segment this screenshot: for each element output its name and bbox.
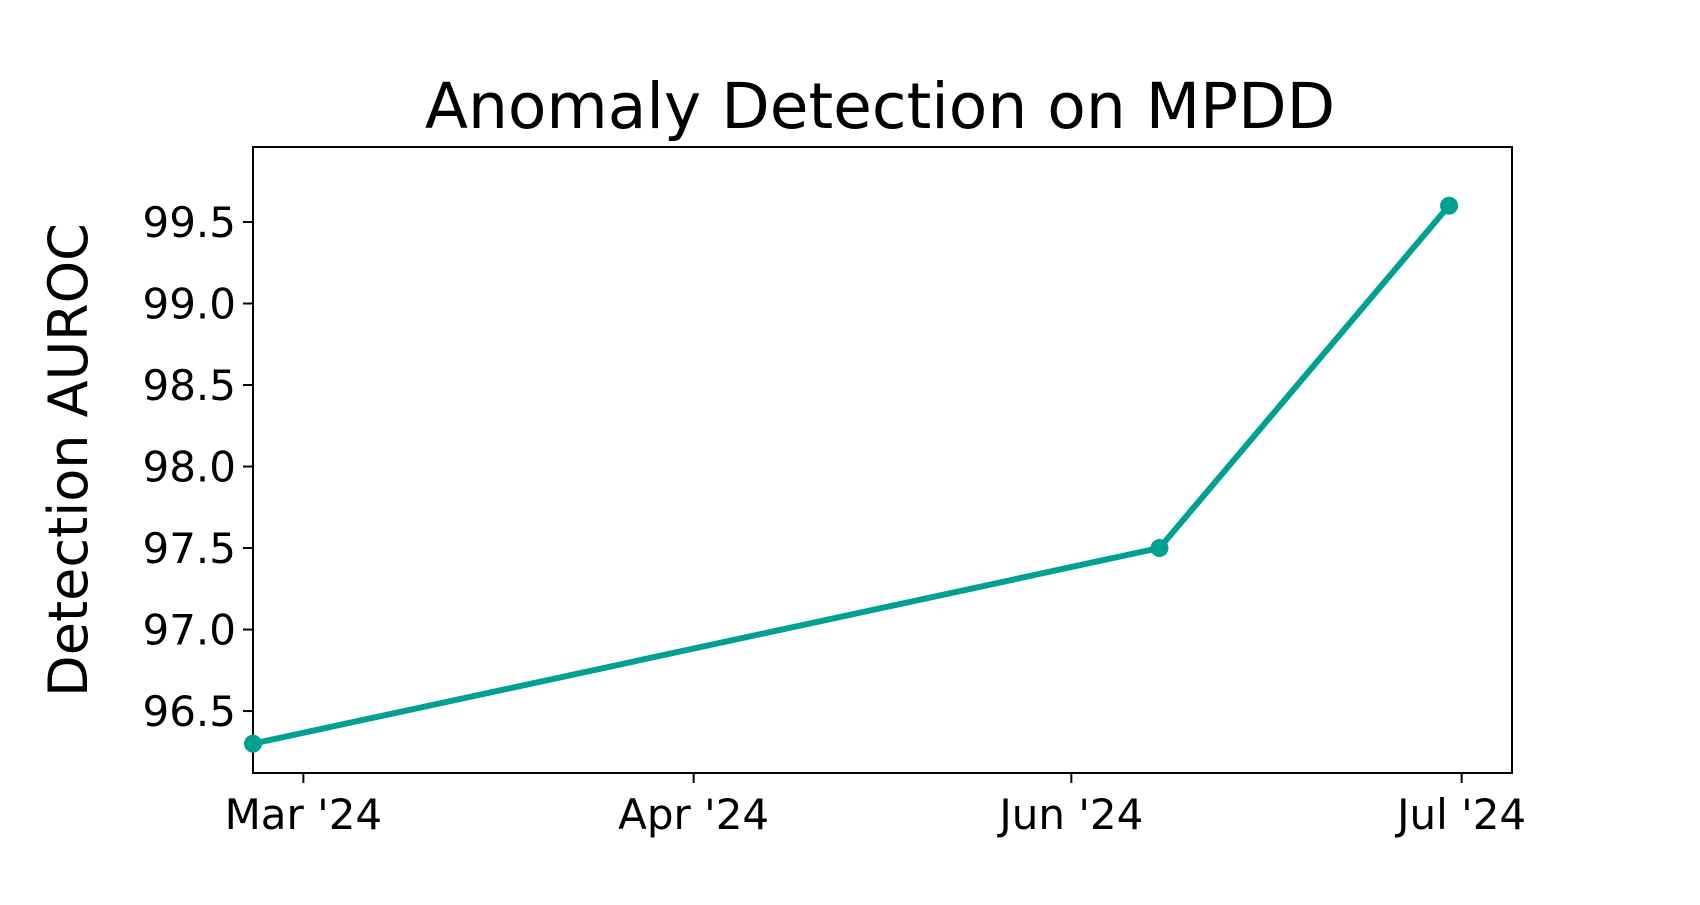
data-point bbox=[1440, 196, 1459, 215]
y-tick-label: 97.5 bbox=[142, 524, 236, 573]
data-point bbox=[244, 734, 262, 753]
y-tick-label: 98.5 bbox=[142, 361, 236, 410]
chart-title: Anomaly Detection on MPDD bbox=[425, 70, 1335, 143]
y-tick-label: 99.5 bbox=[142, 198, 236, 247]
x-tick-label: Apr '24 bbox=[618, 790, 769, 839]
y-axis: 96.5 97.0 97.5 98.0 98.5 99.0 99.5 bbox=[142, 198, 253, 736]
series-layer bbox=[244, 196, 1459, 753]
y-tick-label: 96.5 bbox=[142, 687, 236, 736]
x-tick-label: Mar '24 bbox=[225, 790, 383, 839]
x-axis: Mar '24 Apr '24 Jun '24 Jul '24 bbox=[225, 773, 1526, 839]
x-tick-label: Jul '24 bbox=[1394, 790, 1526, 839]
plot-area-frame bbox=[252, 146, 1513, 774]
series-line bbox=[250, 202, 1452, 747]
data-point bbox=[1150, 539, 1169, 558]
y-tick-label: 98.0 bbox=[142, 443, 236, 492]
y-axis-label: Detection AUROC bbox=[37, 223, 100, 697]
y-tick-label: 99.0 bbox=[142, 280, 236, 329]
x-tick-label: Jun '24 bbox=[996, 790, 1143, 839]
y-tick-label: 97.0 bbox=[142, 606, 236, 655]
